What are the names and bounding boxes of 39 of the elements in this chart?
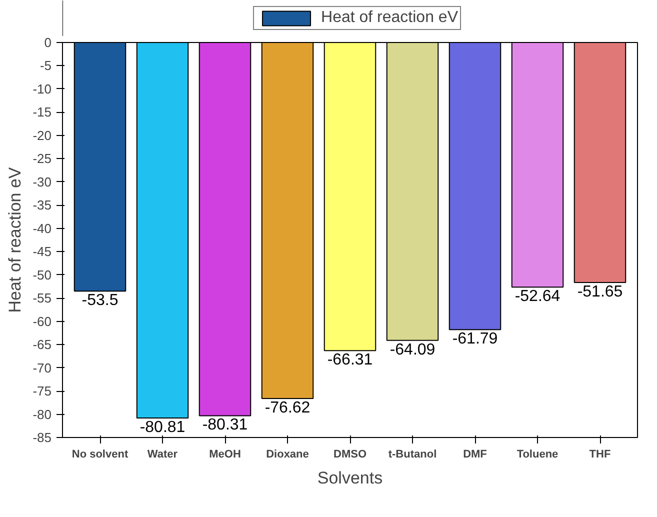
- y-axis-title: Heat of reaction eV: [6, 166, 25, 313]
- y-tick-label: -10: [32, 81, 52, 96]
- data-label: -66.31: [327, 352, 373, 369]
- x-tick-label: DMSO: [334, 448, 367, 460]
- data-label: -76.62: [264, 400, 310, 417]
- y-tick-label: -35: [32, 198, 52, 213]
- x-axis-title: Solvents: [317, 468, 383, 488]
- x-tick-label: DMF: [463, 448, 488, 460]
- data-label: -52.64: [514, 288, 560, 306]
- x-tick-label: Toluene: [516, 448, 558, 460]
- data-label: -61.79: [452, 330, 498, 348]
- x-tick-label: No solvent: [72, 448, 128, 460]
- y-tick-label: -60: [32, 314, 52, 329]
- data-label: -64.09: [390, 341, 436, 358]
- data-label: -51.65: [577, 284, 623, 301]
- legend-label: Heat of reaction eV: [321, 9, 458, 27]
- data-label: -80.31: [202, 416, 248, 434]
- y-tick-label: -40: [32, 220, 52, 236]
- y-tick-label: 0: [44, 35, 52, 50]
- y-tick-label: -85: [32, 430, 52, 445]
- y-tick-label: -25: [32, 151, 52, 166]
- x-tick-label: MeOH: [209, 448, 241, 460]
- y-tick-label: -20: [32, 128, 52, 143]
- x-tick-label: t-Butanol: [388, 448, 437, 460]
- data-label: -80.81: [140, 419, 186, 436]
- x-tick-label: Water: [147, 448, 178, 460]
- y-tick-label: -55: [32, 290, 52, 306]
- x-tick-label: Dioxane: [266, 448, 309, 460]
- y-tick-label: -45: [32, 244, 52, 260]
- y-tick-label: -70: [32, 360, 52, 376]
- data-label: -53.5: [82, 292, 118, 310]
- y-tick-label: -80: [32, 406, 52, 422]
- y-tick-label: -5: [40, 58, 52, 74]
- y-tick-label: -50: [32, 267, 52, 282]
- y-tick-label: -65: [32, 337, 52, 352]
- y-tick-label: -30: [32, 174, 52, 190]
- x-tick-label: THF: [589, 448, 611, 460]
- y-tick-label: -75: [32, 384, 52, 399]
- y-tick-label: -15: [32, 104, 52, 120]
